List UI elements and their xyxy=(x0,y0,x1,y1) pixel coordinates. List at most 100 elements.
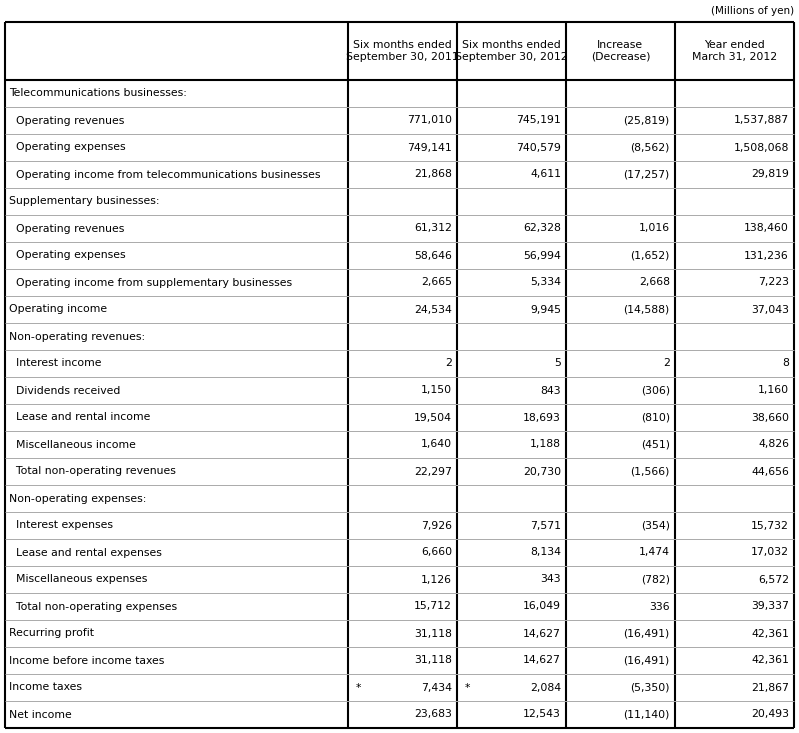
Text: 58,646: 58,646 xyxy=(414,251,452,260)
Text: 1,508,068: 1,508,068 xyxy=(733,142,789,152)
Text: 42,361: 42,361 xyxy=(751,628,789,638)
Text: 9,945: 9,945 xyxy=(530,304,561,314)
Text: Lease and rental income: Lease and rental income xyxy=(9,413,150,422)
Text: 21,868: 21,868 xyxy=(414,169,452,180)
Text: Non-operating revenues:: Non-operating revenues: xyxy=(9,331,145,342)
Text: 31,118: 31,118 xyxy=(414,655,452,666)
Text: 7,223: 7,223 xyxy=(758,278,789,287)
Text: (1,652): (1,652) xyxy=(630,251,670,260)
Text: 740,579: 740,579 xyxy=(516,142,561,152)
Text: 14,627: 14,627 xyxy=(523,655,561,666)
Text: 336: 336 xyxy=(650,602,670,611)
Text: (25,819): (25,819) xyxy=(623,116,670,125)
Text: 1,016: 1,016 xyxy=(638,224,670,234)
Text: 4,611: 4,611 xyxy=(530,169,561,180)
Text: Increase
(Decrease): Increase (Decrease) xyxy=(590,40,650,62)
Text: (5,350): (5,350) xyxy=(630,682,670,693)
Text: Net income: Net income xyxy=(9,710,72,720)
Text: (8,562): (8,562) xyxy=(630,142,670,152)
Text: 5: 5 xyxy=(554,358,561,369)
Text: Operating income from supplementary businesses: Operating income from supplementary busi… xyxy=(9,278,292,287)
Text: 15,712: 15,712 xyxy=(414,602,452,611)
Text: 44,656: 44,656 xyxy=(751,466,789,476)
Text: Operating expenses: Operating expenses xyxy=(9,142,125,152)
Text: (14,588): (14,588) xyxy=(623,304,670,314)
Text: 20,730: 20,730 xyxy=(523,466,561,476)
Text: Operating income from telecommunications businesses: Operating income from telecommunications… xyxy=(9,169,320,180)
Text: 38,660: 38,660 xyxy=(751,413,789,422)
Text: 22,297: 22,297 xyxy=(414,466,452,476)
Text: (306): (306) xyxy=(641,386,670,396)
Text: 2: 2 xyxy=(663,358,670,369)
Text: Operating revenues: Operating revenues xyxy=(9,224,125,234)
Text: 2,665: 2,665 xyxy=(421,278,452,287)
Text: 20,493: 20,493 xyxy=(751,710,789,720)
Text: 131,236: 131,236 xyxy=(744,251,789,260)
Text: Interest expenses: Interest expenses xyxy=(9,520,113,531)
Text: 5,334: 5,334 xyxy=(530,278,561,287)
Text: 1,537,887: 1,537,887 xyxy=(733,116,789,125)
Text: 42,361: 42,361 xyxy=(751,655,789,666)
Text: 17,032: 17,032 xyxy=(751,548,789,558)
Text: 7,926: 7,926 xyxy=(421,520,452,531)
Text: Non-operating expenses:: Non-operating expenses: xyxy=(9,493,146,504)
Text: 18,693: 18,693 xyxy=(523,413,561,422)
Text: (Millions of yen): (Millions of yen) xyxy=(711,6,794,16)
Text: 749,141: 749,141 xyxy=(407,142,452,152)
Text: Six months ended
September 30, 2012: Six months ended September 30, 2012 xyxy=(455,40,568,62)
Text: Miscellaneous expenses: Miscellaneous expenses xyxy=(9,575,147,584)
Text: Six months ended
September 30, 2011: Six months ended September 30, 2011 xyxy=(346,40,459,62)
Text: Dividends received: Dividends received xyxy=(9,386,121,396)
Text: Operating revenues: Operating revenues xyxy=(9,116,125,125)
Text: 16,049: 16,049 xyxy=(523,602,561,611)
Text: 62,328: 62,328 xyxy=(523,224,561,234)
Text: 12,543: 12,543 xyxy=(523,710,561,720)
Text: (16,491): (16,491) xyxy=(623,655,670,666)
Text: 24,534: 24,534 xyxy=(414,304,452,314)
Text: 14,627: 14,627 xyxy=(523,628,561,638)
Text: 1,188: 1,188 xyxy=(530,440,561,449)
Text: 7,434: 7,434 xyxy=(421,682,452,693)
Text: 29,819: 29,819 xyxy=(751,169,789,180)
Text: 745,191: 745,191 xyxy=(516,116,561,125)
Text: 31,118: 31,118 xyxy=(414,628,452,638)
Text: Recurring profit: Recurring profit xyxy=(9,628,94,638)
Text: 56,994: 56,994 xyxy=(523,251,561,260)
Text: 8,134: 8,134 xyxy=(530,548,561,558)
Text: 2,668: 2,668 xyxy=(639,278,670,287)
Text: 19,504: 19,504 xyxy=(414,413,452,422)
Text: 15,732: 15,732 xyxy=(751,520,789,531)
Text: 61,312: 61,312 xyxy=(414,224,452,234)
Text: 1,126: 1,126 xyxy=(421,575,452,584)
Text: *: * xyxy=(356,682,362,693)
Text: Total non-operating expenses: Total non-operating expenses xyxy=(9,602,177,611)
Text: (451): (451) xyxy=(641,440,670,449)
Text: Lease and rental expenses: Lease and rental expenses xyxy=(9,548,162,558)
Text: 343: 343 xyxy=(540,575,561,584)
Text: Income taxes: Income taxes xyxy=(9,682,82,693)
Text: Total non-operating revenues: Total non-operating revenues xyxy=(9,466,176,476)
Text: Miscellaneous income: Miscellaneous income xyxy=(9,440,136,449)
Text: 8: 8 xyxy=(782,358,789,369)
Text: (354): (354) xyxy=(641,520,670,531)
Text: 39,337: 39,337 xyxy=(751,602,789,611)
Text: 843: 843 xyxy=(540,386,561,396)
Text: Year ended
March 31, 2012: Year ended March 31, 2012 xyxy=(692,40,777,62)
Text: 138,460: 138,460 xyxy=(744,224,789,234)
Text: 21,867: 21,867 xyxy=(751,682,789,693)
Text: 2: 2 xyxy=(445,358,452,369)
Text: Operating income: Operating income xyxy=(9,304,107,314)
Text: (782): (782) xyxy=(641,575,670,584)
Text: 23,683: 23,683 xyxy=(414,710,452,720)
Text: (11,140): (11,140) xyxy=(623,710,670,720)
Text: 771,010: 771,010 xyxy=(407,116,452,125)
Text: 6,572: 6,572 xyxy=(758,575,789,584)
Text: 6,660: 6,660 xyxy=(421,548,452,558)
Text: (1,566): (1,566) xyxy=(630,466,670,476)
Text: (810): (810) xyxy=(641,413,670,422)
Text: Interest income: Interest income xyxy=(9,358,101,369)
Text: Telecommunications businesses:: Telecommunications businesses: xyxy=(9,89,187,98)
Text: 1,160: 1,160 xyxy=(758,386,789,396)
Text: 2,084: 2,084 xyxy=(530,682,561,693)
Text: 4,826: 4,826 xyxy=(758,440,789,449)
